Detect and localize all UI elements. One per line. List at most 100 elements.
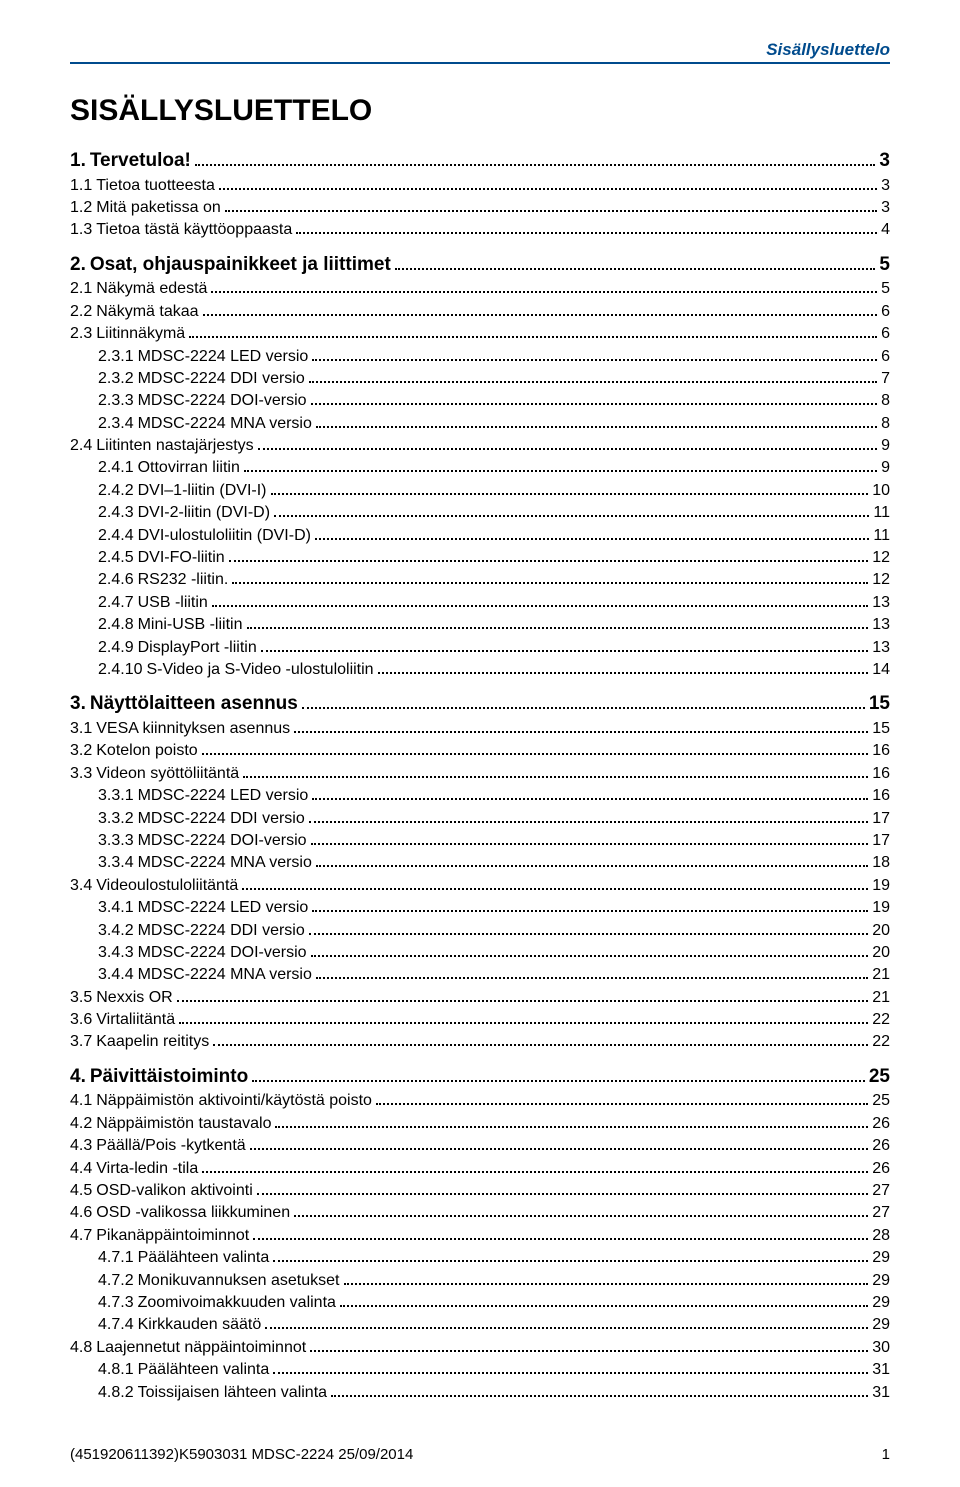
toc-leader-dots xyxy=(242,875,868,890)
toc-entry-page: 16 xyxy=(872,740,890,762)
toc-leader-dots xyxy=(316,964,868,979)
toc-leader-dots xyxy=(275,1113,868,1128)
page-footer: (451920611392)K5903031 MDSC-2224 25/09/2… xyxy=(70,1446,890,1463)
toc-leader-dots xyxy=(311,391,878,406)
toc-entry-number: 4.6 xyxy=(70,1202,92,1224)
toc-entry-number: 1.1 xyxy=(70,175,92,197)
toc-entry-title: MDSC-2224 LED versio xyxy=(138,897,309,919)
toc-entry-page: 19 xyxy=(872,875,890,897)
toc-entry: 2.3Liitinnäkymä6 xyxy=(70,323,890,345)
toc-leader-dots xyxy=(378,659,869,674)
toc-entry-number: 4.7 xyxy=(70,1225,92,1247)
toc-entry: 2.4.3DVI-2-liitin (DVI-D)11 xyxy=(70,502,890,524)
toc-entry: 4.2Näppäimistön taustavalo26 xyxy=(70,1113,890,1135)
toc-entry: 3.3.1MDSC-2224 LED versio16 xyxy=(70,785,890,807)
toc-entry-number: 3.1 xyxy=(70,718,92,740)
toc-entry-title: MDSC-2224 DDI versio xyxy=(138,368,305,390)
toc-entry: 2.4.8Mini-USB -liitin13 xyxy=(70,614,890,636)
toc-entry: 3.5Nexxis OR21 xyxy=(70,987,890,1009)
toc-leader-dots xyxy=(252,1065,865,1082)
toc-leader-dots xyxy=(202,1158,868,1173)
toc-entry: 4.Päivittäistoiminto25 xyxy=(70,1064,890,1091)
toc-entry: 2.3.2MDSC-2224 DDI versio7 xyxy=(70,368,890,390)
toc-entry: 4.8.2Toissijaisen lähteen valinta31 xyxy=(70,1382,890,1404)
toc-leader-dots xyxy=(177,987,869,1002)
toc-entry-title: DisplayPort -liitin xyxy=(138,637,257,659)
toc-entry-number: 2.1 xyxy=(70,278,92,300)
toc-entry-number: 3.3 xyxy=(70,763,92,785)
toc-entry: 4.6OSD -valikossa liikkuminen27 xyxy=(70,1202,890,1224)
toc-entry-page: 21 xyxy=(872,987,890,1009)
toc-entry-page: 16 xyxy=(872,763,890,785)
toc-entry-title: Kaapelin reititys xyxy=(96,1031,209,1053)
toc-entry-number: 4.5 xyxy=(70,1180,92,1202)
toc-entry-page: 12 xyxy=(872,569,890,591)
toc-entry-number: 3.3.3 xyxy=(98,830,134,852)
toc-leader-dots xyxy=(294,1203,868,1218)
toc-entry: 3.3.2MDSC-2224 DDI versio17 xyxy=(70,808,890,830)
toc-leader-dots xyxy=(344,1270,869,1285)
toc-entry-page: 5 xyxy=(879,252,890,279)
toc-entry-page: 26 xyxy=(872,1113,890,1135)
toc-entry: 3.3.4MDSC-2224 MNA versio 18 xyxy=(70,852,890,874)
toc-entry-number: 3.3.4 xyxy=(98,852,134,874)
toc-entry-page: 22 xyxy=(872,1031,890,1053)
toc-entry-number: 4.8 xyxy=(70,1337,92,1359)
toc-entry: 1.3Tietoa tästä käyttöoppaasta4 xyxy=(70,219,890,241)
toc-leader-dots xyxy=(311,942,869,957)
toc-leader-dots xyxy=(250,1135,869,1150)
toc-entry: 2.4.1Ottovirran liitin9 xyxy=(70,457,890,479)
main-title: SISÄLLYSLUETTELO xyxy=(70,94,890,128)
toc-entry-page: 29 xyxy=(872,1270,890,1292)
toc-leader-dots xyxy=(376,1091,868,1106)
toc-entry-number: 3.7 xyxy=(70,1031,92,1053)
toc-leader-dots xyxy=(257,1180,868,1195)
toc-entry: 4.1Näppäimistön aktivointi/käytöstä pois… xyxy=(70,1090,890,1112)
toc-entry-title: Tietoa tästä käyttöoppaasta xyxy=(96,219,292,241)
toc-entry-title: Kotelon poisto xyxy=(96,740,197,762)
toc-entry-number: 2.4.5 xyxy=(98,547,134,569)
toc-leader-dots xyxy=(331,1382,868,1397)
toc-entry-number: 2.4.4 xyxy=(98,525,134,547)
toc-entry-title: Liitinnäkymä xyxy=(96,323,185,345)
document-page: Sisällysluettelo SISÄLLYSLUETTELO 1.Terv… xyxy=(0,0,960,1487)
toc-entry: 4.4Virta-ledin -tila26 xyxy=(70,1158,890,1180)
toc-entry-title: MDSC-2224 MNA versio xyxy=(138,852,312,874)
toc-entry: 3.4.1MDSC-2224 LED versio19 xyxy=(70,897,890,919)
toc-entry-number: 1. xyxy=(70,148,86,175)
toc-entry: 2.4Liitinten nastajärjestys9 xyxy=(70,435,890,457)
toc-entry-number: 2.4.2 xyxy=(98,480,134,502)
toc-entry: 2.1Näkymä edestä5 xyxy=(70,278,890,300)
toc-entry: 3.2Kotelon poisto16 xyxy=(70,740,890,762)
toc-entry-title: Monikuvannuksen asetukset xyxy=(138,1270,340,1292)
toc-entry-page: 9 xyxy=(881,435,890,457)
toc-entry: 4.7.3Zoomivoimakkuuden valinta29 xyxy=(70,1292,890,1314)
toc-entry-title: Zoomivoimakkuuden valinta xyxy=(138,1292,336,1314)
toc-entry-page: 13 xyxy=(872,614,890,636)
footer-page-number: 1 xyxy=(882,1446,890,1463)
toc-entry-page: 6 xyxy=(881,346,890,368)
toc-entry-page: 18 xyxy=(872,852,890,874)
toc-leader-dots xyxy=(202,741,869,756)
toc-leader-dots xyxy=(195,149,876,166)
toc-entry-page: 15 xyxy=(872,718,890,740)
toc-leader-dots xyxy=(243,763,868,778)
toc-entry-page: 15 xyxy=(869,691,890,718)
toc-leader-dots xyxy=(258,435,877,450)
toc-entry-number: 2.3.4 xyxy=(98,413,134,435)
toc-entry-page: 3 xyxy=(881,197,890,219)
toc-entry-title: Pikanäppäintoiminnot xyxy=(96,1225,249,1247)
toc-entry: 4.3Päällä/Pois -kytkentä26 xyxy=(70,1135,890,1157)
toc-entry-number: 4. xyxy=(70,1064,86,1091)
toc-leader-dots xyxy=(271,480,869,495)
footer-left: (451920611392)K5903031 MDSC-2224 25/09/2… xyxy=(70,1446,413,1463)
toc-entry-number: 3. xyxy=(70,691,86,718)
toc-leader-dots xyxy=(316,413,877,428)
toc-leader-dots xyxy=(265,1315,868,1330)
toc-entry-title: Näyttölaitteen asennus xyxy=(90,691,298,718)
toc-leader-dots xyxy=(212,592,868,607)
toc-entry-number: 2.4.10 xyxy=(98,659,142,681)
toc-entry: 4.7.1Päälähteen valinta29 xyxy=(70,1247,890,1269)
toc-entry-number: 2.3.1 xyxy=(98,346,134,368)
toc-entry-title: MDSC-2224 DOI-versio xyxy=(138,830,307,852)
